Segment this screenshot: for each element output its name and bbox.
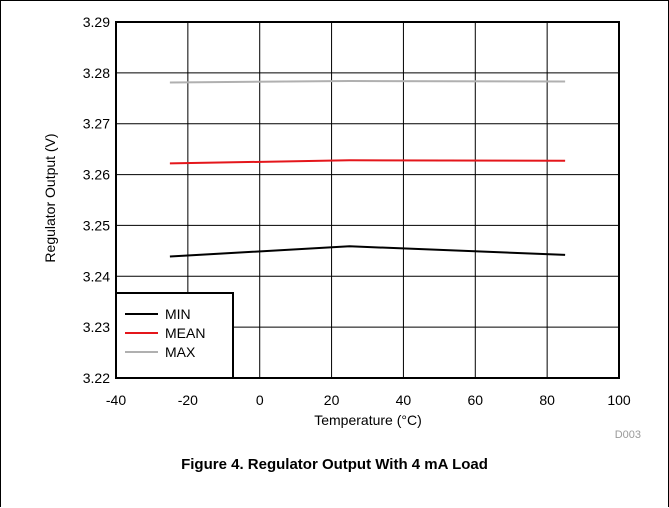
figure-caption: Figure 4. Regulator Output With 4 mA Loa… <box>181 456 488 473</box>
x-tick-label: 20 <box>324 392 340 408</box>
y-tick-label: 3.28 <box>83 65 110 81</box>
x-tick-label: -40 <box>106 392 126 408</box>
y-tick-labels: 3.22 3.23 3.24 3.25 3.26 3.27 3.28 3.29 <box>83 14 110 386</box>
legend-label-max: MAX <box>165 344 196 360</box>
x-tick-label: 80 <box>539 392 555 408</box>
series-line-min <box>169 245 566 258</box>
x-tick-label: -20 <box>178 392 198 408</box>
series-line-mean <box>169 159 566 165</box>
x-axis-label: Temperature (°C) <box>314 412 422 428</box>
figure-code-label: D003 <box>615 429 641 441</box>
x-tick-label: 40 <box>396 392 412 408</box>
y-tick-label: 3.23 <box>83 319 110 335</box>
y-tick-label: 3.25 <box>83 217 110 233</box>
x-tick-labels: -40 -20 0 20 40 60 80 100 <box>106 392 631 408</box>
y-tick-label: 3.22 <box>83 370 110 386</box>
y-tick-label: 3.29 <box>83 14 110 30</box>
line-chart: -40 -20 0 20 40 60 80 100 3.223.233.243.253.263… <box>42 14 641 441</box>
y-axis-label: Regulator Output (V) <box>42 133 58 262</box>
y-tick-label: 3.26 <box>83 167 110 183</box>
x-tick-label: 100 <box>607 392 631 408</box>
y-tick-label: 3.24 <box>83 268 110 284</box>
series-line-max <box>169 79 566 84</box>
legend-label-min: MIN <box>165 306 191 322</box>
legend-label-mean: MEAN <box>165 325 205 341</box>
legend-box <box>115 292 234 379</box>
legend: MIN MEAN MAX <box>115 292 234 379</box>
x-tick-label: 60 <box>467 392 483 408</box>
y-tick-label: 3.27 <box>83 116 110 132</box>
plot-area-border <box>115 21 620 379</box>
x-tick-label: 0 <box>256 392 264 408</box>
series-group <box>169 79 566 258</box>
